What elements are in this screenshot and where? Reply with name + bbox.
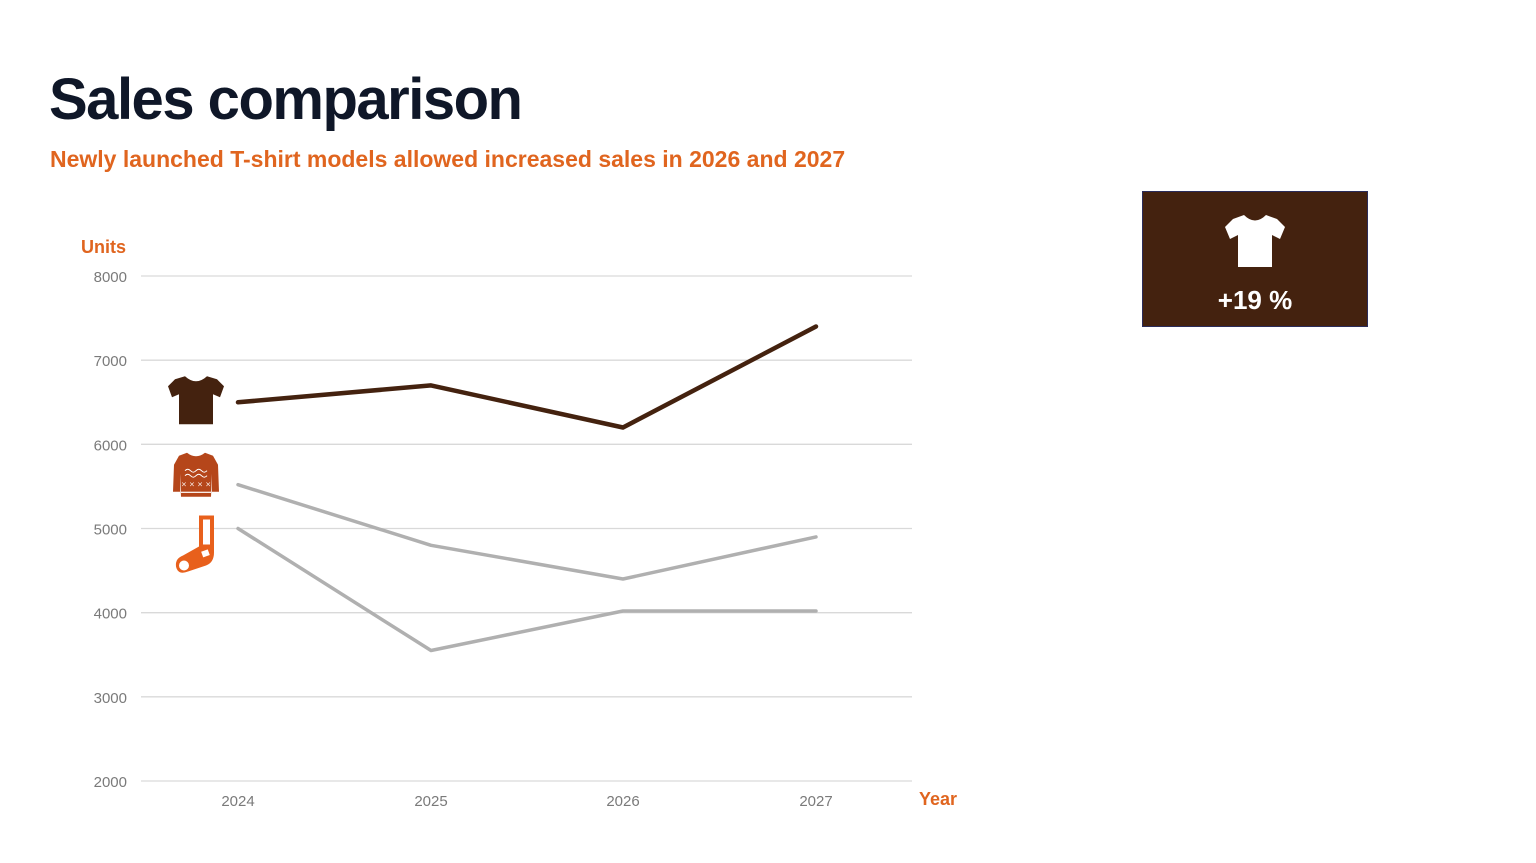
x-tick-label: 2027 [799,793,832,810]
y-tick-label: 8000 [94,269,127,286]
x-tick-label: 2025 [414,793,447,810]
chart-tick-labels: 2000 3000 4000 5000 6000 7000 8000 2024 2025 2026… [94,269,833,810]
line-chart: 2000 3000 4000 5000 6000 7000 8000 2024 2025 2026… [81,237,957,810]
y-axis-label: Units [81,237,126,257]
sock-icon [175,515,214,573]
y-tick-label: 4000 [94,606,127,623]
kpi-value: +19 % [1217,285,1293,315]
x-tick-label: 2024 [221,793,254,810]
y-tick-label: 7000 [94,353,127,370]
series-sock [236,526,818,653]
y-tick-label: 6000 [94,437,127,454]
series-sweater [236,482,818,581]
y-tick-label: 2000 [94,774,127,791]
kpi-card: +19 % [1142,191,1368,327]
series-line [235,324,819,430]
chart-grid [141,275,912,782]
tshirt-icon [1225,215,1285,267]
y-tick-label: 5000 [94,522,127,539]
page-subtitle: Newly launched T-shirt models allowed in… [50,146,846,172]
series-tshirt [235,324,819,430]
page-title: Sales comparison [49,67,523,132]
x-axis-label: Year [919,789,957,809]
series-icons: × × × × [168,376,224,573]
series-line [236,526,818,653]
x-tick-label: 2026 [606,793,639,810]
sweater-icon: × × × × [173,452,219,497]
series-line [236,482,818,581]
y-tick-label: 3000 [94,690,127,707]
svg-text:× × × ×: × × × × [181,481,211,489]
tshirt-icon [168,376,224,425]
chart-lines [235,324,819,653]
